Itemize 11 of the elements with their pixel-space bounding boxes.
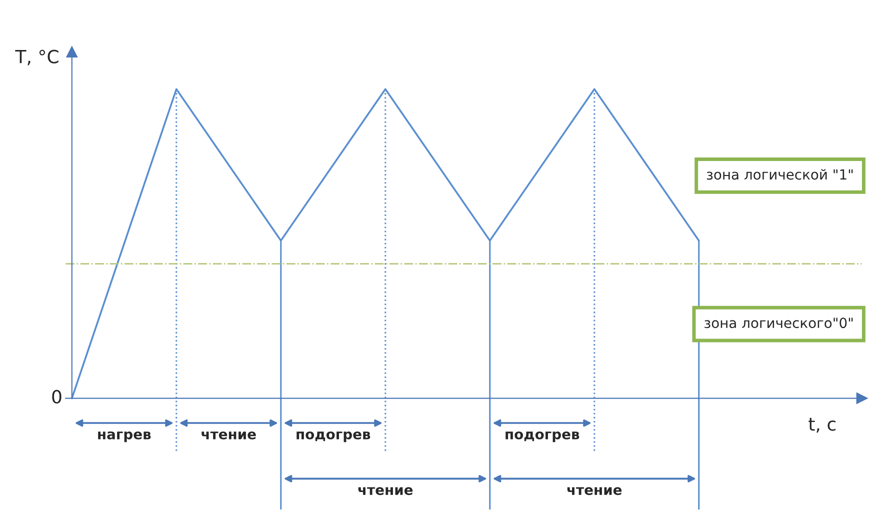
annotation: 0 [52,390,62,404]
text: чтение [202,431,256,440]
annotation: зона логического"0" [704,318,853,328]
text: чтение [567,487,622,496]
text: подогрев [506,431,580,442]
annotation: зона логической "1" [706,169,853,180]
text: нагрев [98,431,151,442]
text: чтение [358,487,413,496]
text: подогрев [296,431,370,442]
y-axis-title: Т, °С [15,50,58,66]
x-axis-title: t, с [808,418,836,433]
